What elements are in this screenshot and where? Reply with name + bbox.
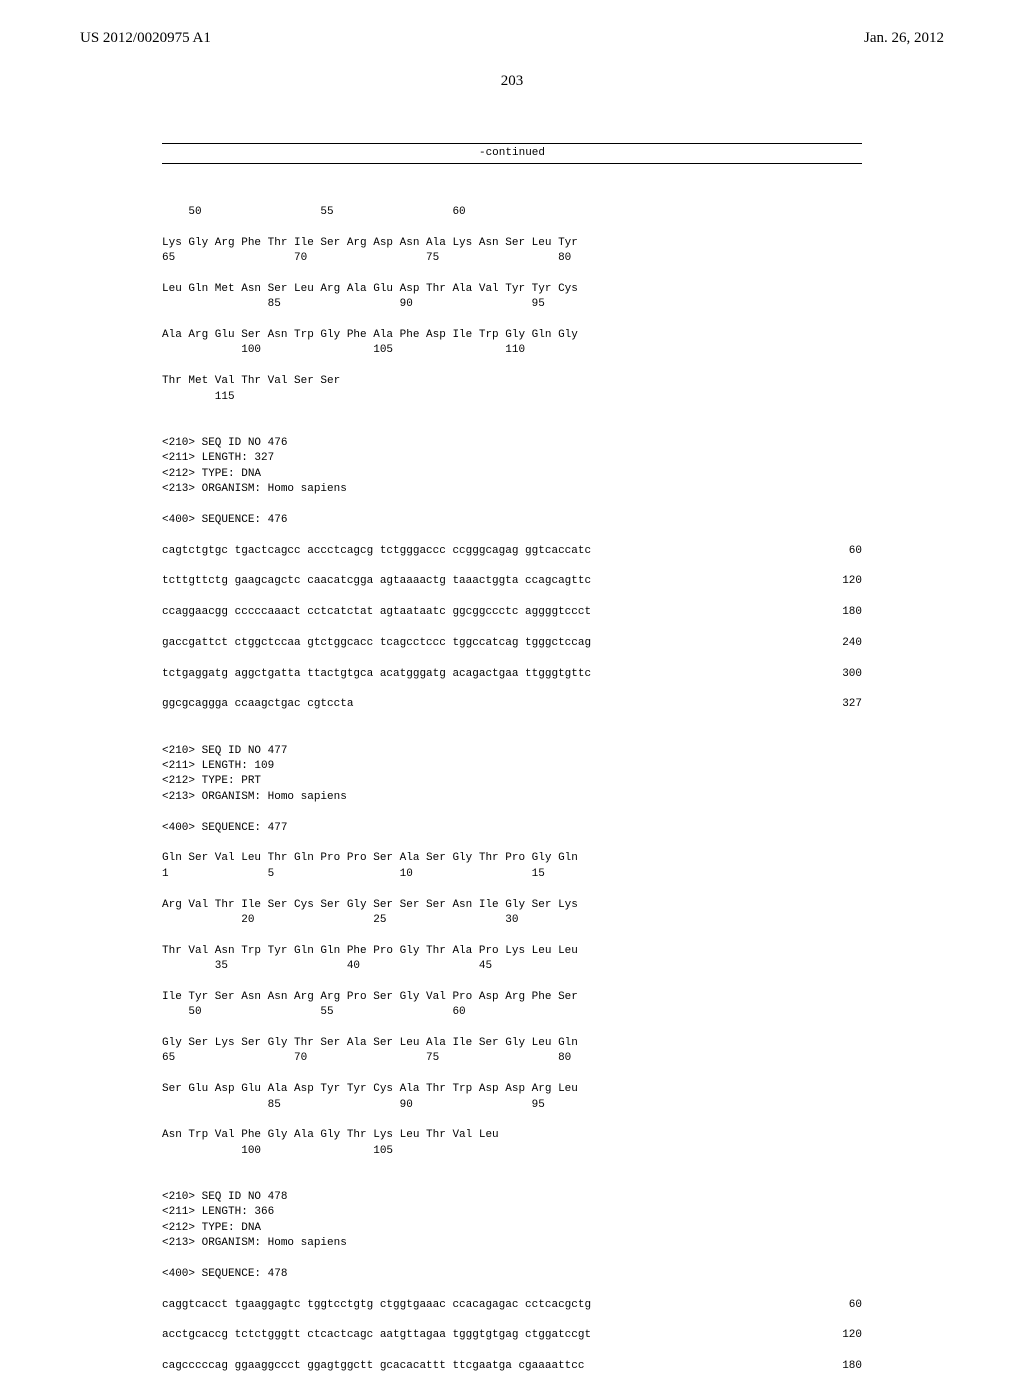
dna-sequence: cagtctgtgc tgactcagcc accctcagcg tctggga… xyxy=(162,544,591,559)
dna-sequence: cagcccccag ggaaggccct ggagtggctt gcacaca… xyxy=(162,1359,584,1374)
dna-position: 180 xyxy=(812,1359,862,1374)
sequence-line: 65 70 75 80 xyxy=(162,251,862,266)
sequence-line: <211> LENGTH: 109 xyxy=(162,759,862,774)
dna-position: 120 xyxy=(812,1328,862,1343)
dna-position: 60 xyxy=(812,1298,862,1313)
dna-row: cagtctgtgc tgactcagcc accctcagcg tctggga… xyxy=(162,544,862,559)
dna-row: caggtcacct tgaaggagtc tggtcctgtg ctggtga… xyxy=(162,1298,862,1313)
dna-sequence: acctgcaccg tctctgggtt ctcactcagc aatgtta… xyxy=(162,1328,591,1343)
dna-row: cagcccccag ggaaggccct ggagtggctt gcacaca… xyxy=(162,1359,862,1374)
sequence-line: <212> TYPE: DNA xyxy=(162,1221,862,1236)
dna-position: 327 xyxy=(812,697,862,712)
dna-row: tcttgttctg gaagcagctc caacatcgga agtaaaa… xyxy=(162,574,862,589)
sequence-line: <213> ORGANISM: Homo sapiens xyxy=(162,1236,862,1251)
dna-row: acctgcaccg tctctgggtt ctcactcagc aatgtta… xyxy=(162,1328,862,1343)
sequence-line: <213> ORGANISM: Homo sapiens xyxy=(162,482,862,497)
sequence-line xyxy=(162,1252,862,1267)
sequence-line: Gly Ser Lys Ser Gly Thr Ser Ala Ser Leu … xyxy=(162,1036,862,1051)
sequence-line xyxy=(162,497,862,512)
sequence-line: <210> SEQ ID NO 477 xyxy=(162,744,862,759)
sequence-line: <213> ORGANISM: Homo sapiens xyxy=(162,790,862,805)
sequence-line xyxy=(162,974,862,989)
sequence-line xyxy=(162,805,862,820)
sequence-line: 50 55 60 xyxy=(162,1005,862,1020)
sequence-line: <400> SEQUENCE: 476 xyxy=(162,513,862,528)
sequence-line: 50 55 60 xyxy=(162,205,862,220)
sequence-line xyxy=(162,405,862,420)
dna-sequence: caggtcacct tgaaggagtc tggtcctgtg ctggtga… xyxy=(162,1298,591,1313)
sequence-line xyxy=(162,928,862,943)
dna-sequence: tcttgttctg gaagcagctc caacatcgga agtaaaa… xyxy=(162,574,591,589)
dna-position: 180 xyxy=(812,605,862,620)
dna-row: gaccgattct ctggctccaa gtctggcacc tcagcct… xyxy=(162,636,862,651)
page-number: 203 xyxy=(80,73,944,90)
sequence-line: 65 70 75 80 xyxy=(162,1051,862,1066)
sequence-line: <212> TYPE: PRT xyxy=(162,774,862,789)
sequence-line xyxy=(162,267,862,282)
sequence-content: 50 55 60 Lys Gly Arg Phe Thr Ile Ser Arg… xyxy=(162,205,862,1375)
sequence-line xyxy=(162,220,862,235)
sequence-line: Asn Trp Val Phe Gly Ala Gly Thr Lys Leu … xyxy=(162,1128,862,1143)
sequence-line: <212> TYPE: DNA xyxy=(162,467,862,482)
sequence-line: <210> SEQ ID NO 476 xyxy=(162,436,862,451)
sequence-line xyxy=(162,359,862,374)
sequence-line xyxy=(162,713,862,728)
page-header: US 2012/0020975 A1 Jan. 26, 2012 xyxy=(80,30,944,47)
sequence-line xyxy=(162,728,862,743)
sequence-line: 100 105 xyxy=(162,1144,862,1159)
dna-position: 240 xyxy=(812,636,862,651)
sequence-line: <211> LENGTH: 366 xyxy=(162,1205,862,1220)
patent-number: US 2012/0020975 A1 xyxy=(80,30,211,47)
dna-row: ggcgcaggga ccaagctgac cgtccta 327 xyxy=(162,697,862,712)
sequence-line: Gln Ser Val Leu Thr Gln Pro Pro Ser Ala … xyxy=(162,851,862,866)
sequence-listing: -continued 50 55 60 Lys Gly Arg Phe Thr … xyxy=(162,112,862,1390)
dna-sequence: gaccgattct ctggctccaa gtctggcacc tcagcct… xyxy=(162,636,591,651)
sequence-line xyxy=(162,1282,862,1297)
sequence-line: Lys Gly Arg Phe Thr Ile Ser Arg Asp Asn … xyxy=(162,236,862,251)
dna-position: 300 xyxy=(812,667,862,682)
sequence-line: 115 xyxy=(162,390,862,405)
sequence-line xyxy=(162,882,862,897)
sequence-line: 20 25 30 xyxy=(162,913,862,928)
sequence-line xyxy=(162,1159,862,1174)
sequence-line xyxy=(162,528,862,543)
patent-date: Jan. 26, 2012 xyxy=(864,30,944,47)
sequence-line: 85 90 95 xyxy=(162,1098,862,1113)
dna-position: 120 xyxy=(812,574,862,589)
sequence-line: Ser Glu Asp Glu Ala Asp Tyr Tyr Cys Ala … xyxy=(162,1082,862,1097)
sequence-line xyxy=(162,1113,862,1128)
dna-sequence: tctgaggatg aggctgatta ttactgtgca acatggg… xyxy=(162,667,591,682)
sequence-line: Thr Val Asn Trp Tyr Gln Gln Phe Pro Gly … xyxy=(162,944,862,959)
sequence-line: 100 105 110 xyxy=(162,343,862,358)
sequence-line xyxy=(162,420,862,435)
sequence-line xyxy=(162,1175,862,1190)
sequence-line: Thr Met Val Thr Val Ser Ser xyxy=(162,374,862,389)
continued-header: -continued xyxy=(162,143,862,164)
sequence-line: <210> SEQ ID NO 478 xyxy=(162,1190,862,1205)
sequence-line xyxy=(162,1067,862,1082)
sequence-line: 1 5 10 15 xyxy=(162,867,862,882)
sequence-line xyxy=(162,313,862,328)
sequence-line: Ile Tyr Ser Asn Asn Arg Arg Pro Ser Gly … xyxy=(162,990,862,1005)
sequence-line xyxy=(162,836,862,851)
sequence-line: Ala Arg Glu Ser Asn Trp Gly Phe Ala Phe … xyxy=(162,328,862,343)
sequence-line: Leu Gln Met Asn Ser Leu Arg Ala Glu Asp … xyxy=(162,282,862,297)
dna-sequence: ggcgcaggga ccaagctgac cgtccta xyxy=(162,697,353,712)
dna-position: 60 xyxy=(812,544,862,559)
sequence-line: <400> SEQUENCE: 477 xyxy=(162,821,862,836)
sequence-line: 35 40 45 xyxy=(162,959,862,974)
sequence-line xyxy=(162,1021,862,1036)
sequence-line: 85 90 95 xyxy=(162,297,862,312)
sequence-line: <211> LENGTH: 327 xyxy=(162,451,862,466)
dna-sequence: ccaggaacgg cccccaaact cctcatctat agtaata… xyxy=(162,605,591,620)
sequence-line: <400> SEQUENCE: 478 xyxy=(162,1267,862,1282)
dna-row: ccaggaacgg cccccaaact cctcatctat agtaata… xyxy=(162,605,862,620)
sequence-line: Arg Val Thr Ile Ser Cys Ser Gly Ser Ser … xyxy=(162,898,862,913)
dna-row: tctgaggatg aggctgatta ttactgtgca acatggg… xyxy=(162,667,862,682)
